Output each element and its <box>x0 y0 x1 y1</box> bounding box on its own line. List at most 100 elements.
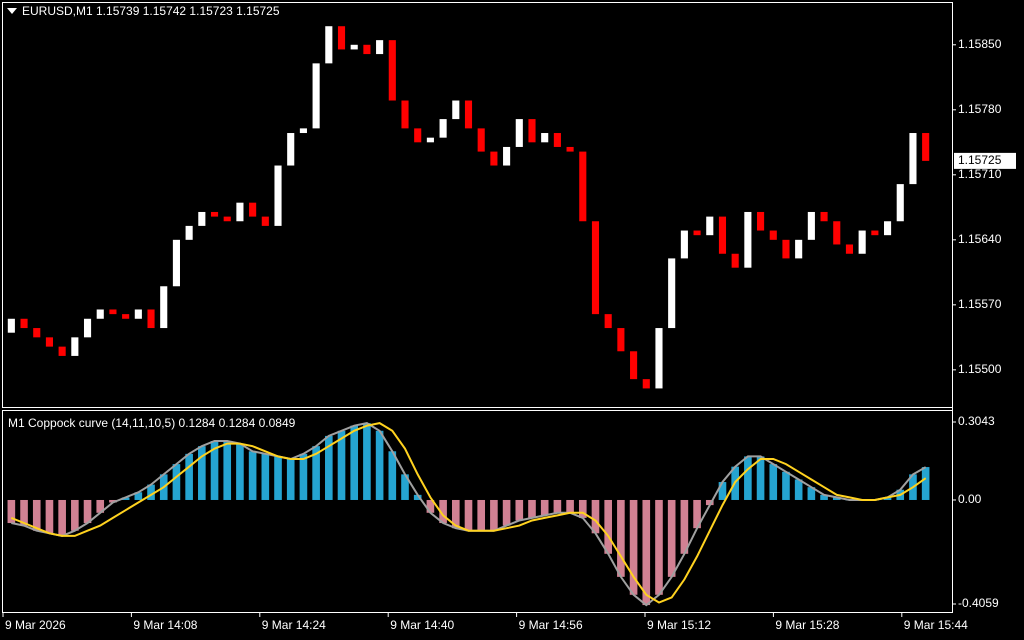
candle-body <box>883 221 892 236</box>
y-tick-label: 1.15850 <box>958 37 1002 51</box>
candle-body <box>528 119 536 143</box>
histogram-bar <box>578 499 587 518</box>
histogram-bar <box>198 446 206 500</box>
x-tick-label: 9 Mar 2026 <box>5 618 66 632</box>
last-price-label: 1.15725 <box>958 153 1002 167</box>
histogram-bar <box>71 499 79 531</box>
candle-body <box>820 211 828 222</box>
histogram-bar <box>807 487 816 500</box>
histogram-bar <box>109 499 117 503</box>
histogram-bar <box>604 499 612 554</box>
histogram-bar <box>363 423 371 500</box>
candle-body <box>909 133 917 185</box>
candle-body <box>363 44 371 55</box>
histogram-bar <box>413 494 422 500</box>
histogram-bar <box>642 499 651 606</box>
histogram-bar <box>20 499 28 526</box>
candle-body <box>922 133 930 161</box>
histogram-bar <box>7 499 16 524</box>
candle-body <box>617 328 625 352</box>
signal-line <box>10 422 927 604</box>
candle-body <box>261 216 269 226</box>
candle-body <box>274 165 282 226</box>
y-tick-label: 1.15570 <box>958 297 1002 311</box>
candle-body <box>744 211 752 268</box>
candle-body <box>147 309 155 329</box>
candle-body <box>20 318 28 329</box>
histogram-bar <box>388 451 397 500</box>
histogram-bar <box>655 499 663 595</box>
histogram-bar <box>401 474 409 500</box>
histogram-bar <box>921 467 930 500</box>
x-tick-label: 9 Mar 15:12 <box>647 618 711 632</box>
histogram-bar <box>540 499 549 516</box>
histogram-bar <box>756 456 765 500</box>
histogram-bar <box>553 499 562 513</box>
candle-body <box>807 211 815 240</box>
x-tick-label: 9 Mar 15:44 <box>904 618 968 632</box>
histogram-bar <box>693 499 701 529</box>
candle-body <box>71 337 79 356</box>
candle-body <box>414 128 422 143</box>
x-tick-label: 9 Mar 15:28 <box>775 618 839 632</box>
candle-body <box>553 133 561 147</box>
candle-body <box>96 309 104 319</box>
candle-body <box>401 100 409 129</box>
histogram-bar <box>705 499 714 506</box>
histogram-bar <box>172 464 181 500</box>
candle-body <box>795 239 803 259</box>
collapse-icon[interactable] <box>7 8 17 14</box>
candle-body <box>833 221 841 245</box>
candle-body <box>642 379 650 389</box>
histogram-bar <box>312 446 320 500</box>
candle-body <box>198 211 206 226</box>
histogram-bar <box>426 499 435 513</box>
candle-body <box>350 44 358 50</box>
histogram-bar <box>147 484 155 500</box>
candle-body <box>604 314 612 329</box>
candle-body <box>172 239 180 287</box>
histogram-bar <box>32 499 41 531</box>
histogram-bar <box>820 494 828 500</box>
candle-body <box>871 230 879 236</box>
histogram-bar <box>261 453 270 500</box>
candle-body <box>236 202 244 222</box>
candle-body <box>769 230 777 240</box>
histogram-bar <box>299 453 308 500</box>
candle-body <box>515 119 523 147</box>
last-price-tag <box>954 152 1016 169</box>
candle-body <box>591 221 600 315</box>
histogram-bar <box>83 499 92 524</box>
candle-body <box>210 211 219 217</box>
histogram-bar <box>451 499 460 529</box>
candle-body <box>579 151 587 222</box>
y-tick-label: 0.3043 <box>958 414 995 428</box>
candle-body <box>249 202 257 217</box>
candle-body <box>45 337 54 347</box>
x-tick-label: 9 Mar 14:08 <box>133 618 197 632</box>
candle-body <box>718 216 727 254</box>
histogram-bar <box>883 497 892 500</box>
histogram-bar <box>45 499 54 534</box>
indicator-title: M1 Coppock curve (14,11,10,5) 0.1284 0.1… <box>8 416 296 430</box>
y-tick-label: 1.15780 <box>958 102 1002 116</box>
histogram-bar <box>566 499 574 513</box>
histogram-bar <box>680 499 689 554</box>
histogram-bar <box>223 441 232 500</box>
candle-body <box>541 133 549 143</box>
histogram-bar <box>375 430 384 500</box>
histogram-bar <box>337 430 346 500</box>
histogram-bar <box>274 456 282 500</box>
candle-body <box>680 230 688 259</box>
histogram-bar <box>490 499 498 531</box>
histogram-bar <box>121 497 130 500</box>
candle-body <box>299 128 307 134</box>
candle-body <box>757 211 765 231</box>
histogram-bar <box>96 499 105 513</box>
candle-body <box>731 253 739 268</box>
candle-body <box>160 286 168 329</box>
candle-body <box>782 239 790 259</box>
